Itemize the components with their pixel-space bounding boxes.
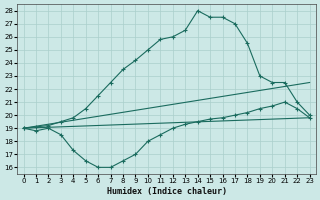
- X-axis label: Humidex (Indice chaleur): Humidex (Indice chaleur): [107, 187, 227, 196]
